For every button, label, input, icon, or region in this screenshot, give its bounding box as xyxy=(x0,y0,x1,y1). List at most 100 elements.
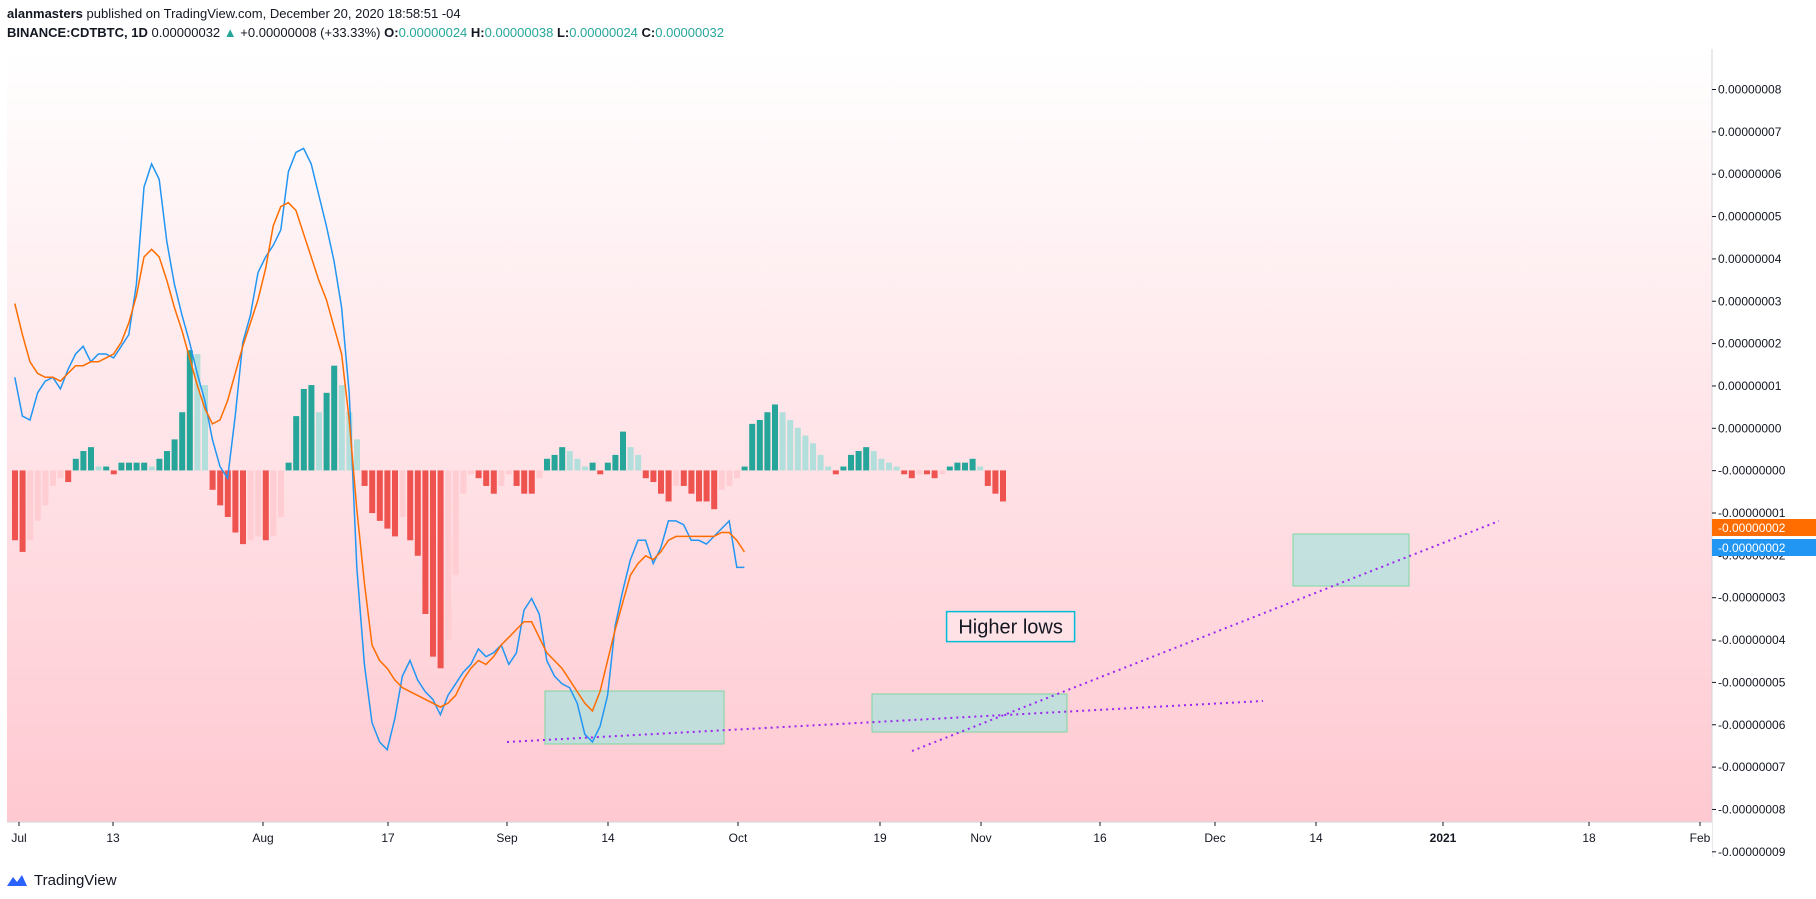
author-name[interactable]: alanmasters xyxy=(7,6,83,21)
macd-line[interactable] xyxy=(14,147,745,752)
signal-price-label-bg xyxy=(1712,519,1816,536)
highlight-box-oct-nov[interactable] xyxy=(871,693,1068,733)
histogram-bar xyxy=(316,412,322,471)
histogram-bar xyxy=(544,458,550,471)
histogram-bar xyxy=(870,451,877,471)
close-label: C: xyxy=(641,25,656,40)
histogram-bar xyxy=(118,462,125,471)
histogram-bar xyxy=(414,470,421,556)
trendlines xyxy=(506,520,1500,752)
histogram-bar xyxy=(194,354,201,471)
histogram-bar xyxy=(422,470,429,614)
histogram-bar xyxy=(95,466,102,471)
histogram-bar xyxy=(369,470,376,514)
histogram-bar xyxy=(612,454,619,471)
histogram-bar xyxy=(977,466,984,471)
x-tick-label: 17 xyxy=(381,831,395,845)
histogram-bar xyxy=(779,412,786,471)
histogram-bar xyxy=(772,404,778,471)
x-tick-label: Jul xyxy=(11,831,26,845)
histogram-bar xyxy=(331,365,338,471)
histogram-bar xyxy=(802,435,809,471)
x-tick-label: 18 xyxy=(1582,831,1596,845)
highlight-box-dec[interactable] xyxy=(1292,533,1410,587)
histogram-bar xyxy=(962,462,968,471)
histogram-bar xyxy=(361,470,368,486)
trendline-lower[interactable] xyxy=(506,700,1264,743)
histogram-bar xyxy=(171,439,178,471)
tradingview-logo-icon xyxy=(7,875,27,886)
y-axis[interactable]: 0.00000008 0.00000007 0.00000006 0.00000005… xyxy=(1711,49,1816,859)
low-label: L: xyxy=(556,25,570,40)
histogram-bar xyxy=(475,470,482,479)
histogram-bar xyxy=(156,458,163,471)
chart-area[interactable]: Higher lows 0.00000008 0.00000007 0.000000… xyxy=(7,49,1816,859)
histogram-bar xyxy=(688,470,695,494)
histogram-bar xyxy=(437,470,444,669)
histogram-bar xyxy=(376,470,383,521)
histogram-bar xyxy=(604,462,611,471)
histogram-bar xyxy=(148,466,155,471)
x-axis[interactable]: Jul 13 Aug 17 Sep 14 Oct 19 Nov 16 Dec 14 2021 18 Feb xyxy=(7,821,1712,857)
histogram-bar xyxy=(734,470,740,479)
histogram-bar xyxy=(278,470,284,517)
open-value: 0.00000024 xyxy=(398,25,468,40)
histogram-bar xyxy=(597,470,604,475)
y-tick-label: -0.00000005 xyxy=(1718,675,1786,689)
histogram-bar xyxy=(460,470,467,494)
histogram-bar xyxy=(498,470,505,486)
macd-chart[interactable]: Higher lows 0.000000080.000000070.000000… xyxy=(7,49,1816,859)
y-tick-label: 0.00000005 xyxy=(1718,210,1782,224)
histogram-bar xyxy=(787,419,794,471)
histogram-bar xyxy=(407,470,414,541)
histogram-bar xyxy=(574,458,581,471)
annotation-higher-lows[interactable]: Higher lows xyxy=(945,610,1076,643)
histogram-bar xyxy=(817,454,824,471)
histogram-bar xyxy=(521,470,528,494)
x-tick-label: 19 xyxy=(873,831,887,845)
histogram-bar xyxy=(946,466,953,471)
symbol-label[interactable]: BINANCE:CDTBTC, 1D xyxy=(7,25,148,40)
histogram-bar xyxy=(954,462,961,471)
close-value: 0.00000032 xyxy=(655,25,724,40)
y-tick-label: -0.00000003 xyxy=(1718,591,1786,605)
last-price: 0.00000032 xyxy=(151,25,221,40)
signal-line[interactable] xyxy=(14,201,746,713)
footer: TradingView xyxy=(6,868,117,892)
histogram-bar xyxy=(696,470,702,502)
histogram-bar xyxy=(893,466,900,471)
histogram-bar xyxy=(80,451,87,471)
histogram xyxy=(12,350,1006,669)
histogram-bar xyxy=(673,470,680,486)
histogram-bar xyxy=(240,470,246,545)
histogram-bar xyxy=(680,470,687,486)
x-tick-label: 14 xyxy=(1309,831,1323,845)
histogram-bar xyxy=(209,470,216,490)
up-arrow-icon: ▲ xyxy=(223,25,237,40)
histogram-bar xyxy=(27,470,34,541)
histogram-bar xyxy=(392,470,398,537)
histogram-bar xyxy=(589,462,596,471)
histogram-bar xyxy=(50,470,56,486)
high-label: H: xyxy=(470,25,485,40)
histogram-bar xyxy=(293,416,300,471)
brand-label[interactable]: TradingView xyxy=(34,871,117,889)
histogram-bar xyxy=(536,470,543,479)
low-value: 0.00000024 xyxy=(569,25,638,40)
histogram-bar xyxy=(217,470,224,506)
histogram-bar xyxy=(164,451,170,471)
histogram-bar xyxy=(88,447,94,471)
macd-price-label: -0.00000002 xyxy=(1718,541,1786,555)
histogram-bar xyxy=(1000,470,1006,502)
histogram-bar xyxy=(711,470,718,510)
histogram-bar xyxy=(886,462,892,471)
y-tick-label: -0.00000008 xyxy=(1718,802,1786,816)
histogram-bar xyxy=(627,447,634,471)
y-tick-label: 0.00000000 xyxy=(1718,421,1782,435)
signal-price-label: -0.00000002 xyxy=(1718,521,1786,535)
annotation-text: Higher lows xyxy=(958,617,1062,639)
y-tick-label: 0.00000007 xyxy=(1718,125,1782,139)
histogram-bar xyxy=(764,412,771,471)
y-tick-label: 0.00000002 xyxy=(1718,337,1782,351)
histogram-bar xyxy=(490,470,497,494)
